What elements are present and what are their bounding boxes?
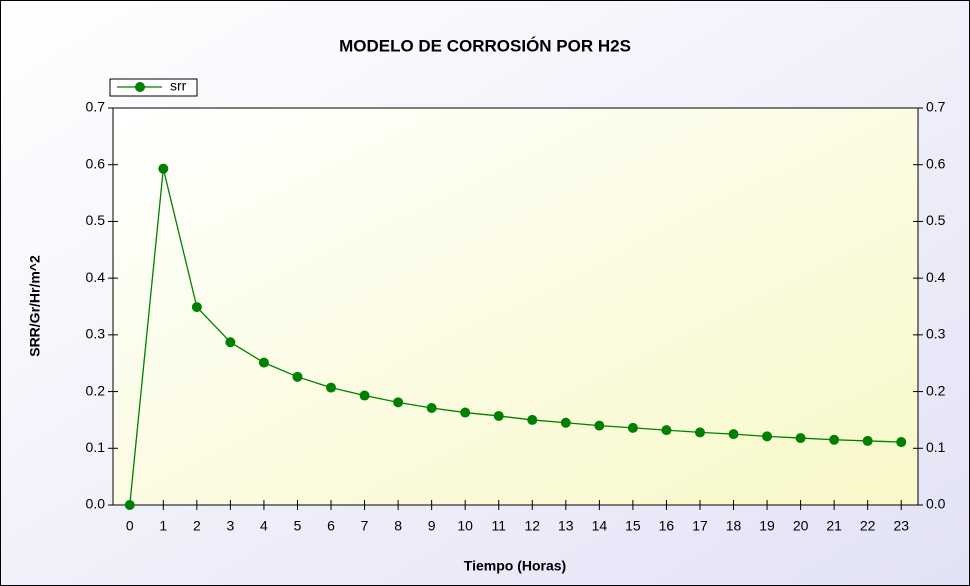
x-tick-label: 5 [294,518,302,534]
y-tick-label: 0.5 [86,212,106,228]
y-tick-label: 0.1 [86,439,106,455]
x-tick-label: 10 [457,518,473,534]
marker [527,414,538,425]
x-tick-label: 21 [826,518,842,534]
marker [460,407,471,418]
x-tick-label: 9 [428,518,436,534]
x-tick-label: 2 [193,518,201,534]
marker [661,425,672,436]
x-tick-label: 6 [327,518,335,534]
marker [258,357,269,368]
x-tick-label: 23 [893,518,909,534]
marker [124,500,135,510]
marker [862,435,873,446]
y2-tick-label: 0.7 [926,99,946,115]
x-tick-label: 13 [558,518,574,534]
marker [225,337,236,348]
x-tick-label: 12 [524,518,540,534]
x-tick-label: 15 [625,518,641,534]
x-tick-label: 1 [159,518,167,534]
y2-tick-label: 0.3 [926,326,946,342]
chart-title: MODELO DE CORROSIÓN POR H2S [339,36,631,55]
marker [694,427,705,438]
marker [493,410,504,421]
marker [191,302,202,313]
marker [594,420,605,431]
marker [393,397,404,408]
x-tick-label: 4 [260,518,268,534]
y2-tick-label: 0.4 [926,269,946,285]
marker [762,431,773,442]
marker [829,434,840,445]
x-tick-label: 0 [126,518,134,534]
x-tick-label: 18 [726,518,742,534]
y2-tick-label: 0.2 [926,382,946,398]
marker [896,437,907,448]
y2-tick-label: 0.0 [926,496,946,512]
y-tick-label: 0.4 [86,269,106,285]
y2-tick-label: 0.6 [926,155,946,171]
y-axis-label: SRR/Gr/Hr/m^2 [27,255,43,357]
x-axis-label: Tiempo (Horas) [464,558,566,574]
marker [292,371,303,382]
x-tick-label: 19 [759,518,775,534]
x-tick-label: 14 [592,518,608,534]
marker [158,163,169,174]
marker [728,429,739,440]
y2-tick-label: 0.5 [926,212,946,228]
marker [627,422,638,433]
y-tick-label: 0.7 [86,99,106,115]
marker [359,390,370,401]
x-tick-label: 16 [659,518,675,534]
x-tick-label: 11 [491,518,506,534]
y-tick-label: 0.6 [86,155,106,171]
legend-marker [135,82,145,92]
x-tick-label: 20 [793,518,809,534]
x-tick-label: 7 [361,518,369,534]
marker [560,417,571,428]
marker [326,382,337,393]
x-tick-label: 22 [860,518,876,534]
y-tick-label: 0.2 [86,382,106,398]
y-tick-label: 0.3 [86,326,106,342]
marker [426,403,437,414]
line [129,168,902,506]
x-tick-label: 3 [226,518,234,534]
y2-tick-label: 0.1 [926,439,946,455]
plot-area [112,107,919,506]
x-tick-label: 8 [394,518,402,534]
x-tick-label: 17 [692,518,708,534]
legend-label: srr [170,78,187,94]
y-tick-label: 0.0 [86,496,106,512]
marker [795,433,806,444]
